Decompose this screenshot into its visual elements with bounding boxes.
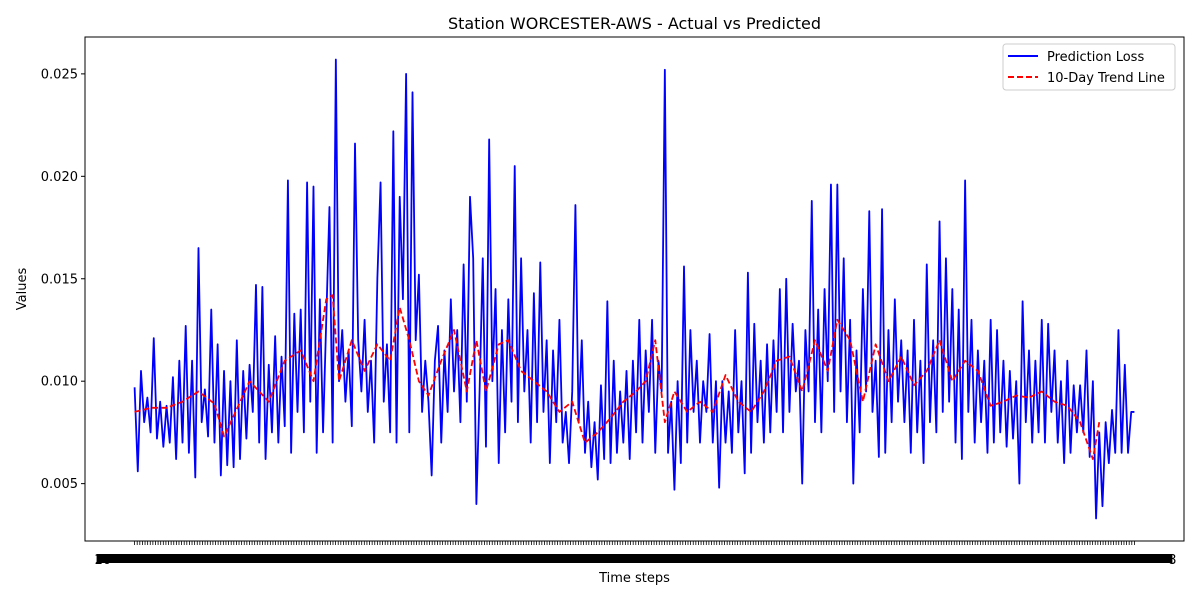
y-tick-label: 0.005 [41,477,78,492]
legend-label-prediction-loss: Prediction Loss [1047,50,1144,65]
y-tick-label: 0.015 [41,272,78,287]
series-line-prediction-loss [133,58,1135,520]
x-axis-label: Time steps [598,571,670,586]
x-tick-label-last: 8 [1168,553,1176,568]
legend-label-trend: 10-Day Trend Line [1047,71,1165,86]
plot-frame [84,36,1185,542]
chart-title: Station WORCESTER-AWS - Actual vs Predic… [448,14,821,33]
y-tick-label: 0.020 [41,170,78,185]
legend-frame [1002,43,1176,91]
x-tick-label-first: 20 [95,553,112,568]
y-tick-label: 0.025 [41,67,78,82]
x-ticks [134,541,1135,545]
x-tick-labels-overlap [96,554,1173,563]
y-tick-label: 0.010 [41,375,78,390]
series-line-trend [134,294,1101,460]
plot-area: 0.005 0.010 0.015 0.020 0.025 20 8 [41,36,1185,568]
y-axis-label: Values [15,268,30,311]
legend: Prediction Loss 10-Day Trend Line [1002,43,1176,91]
